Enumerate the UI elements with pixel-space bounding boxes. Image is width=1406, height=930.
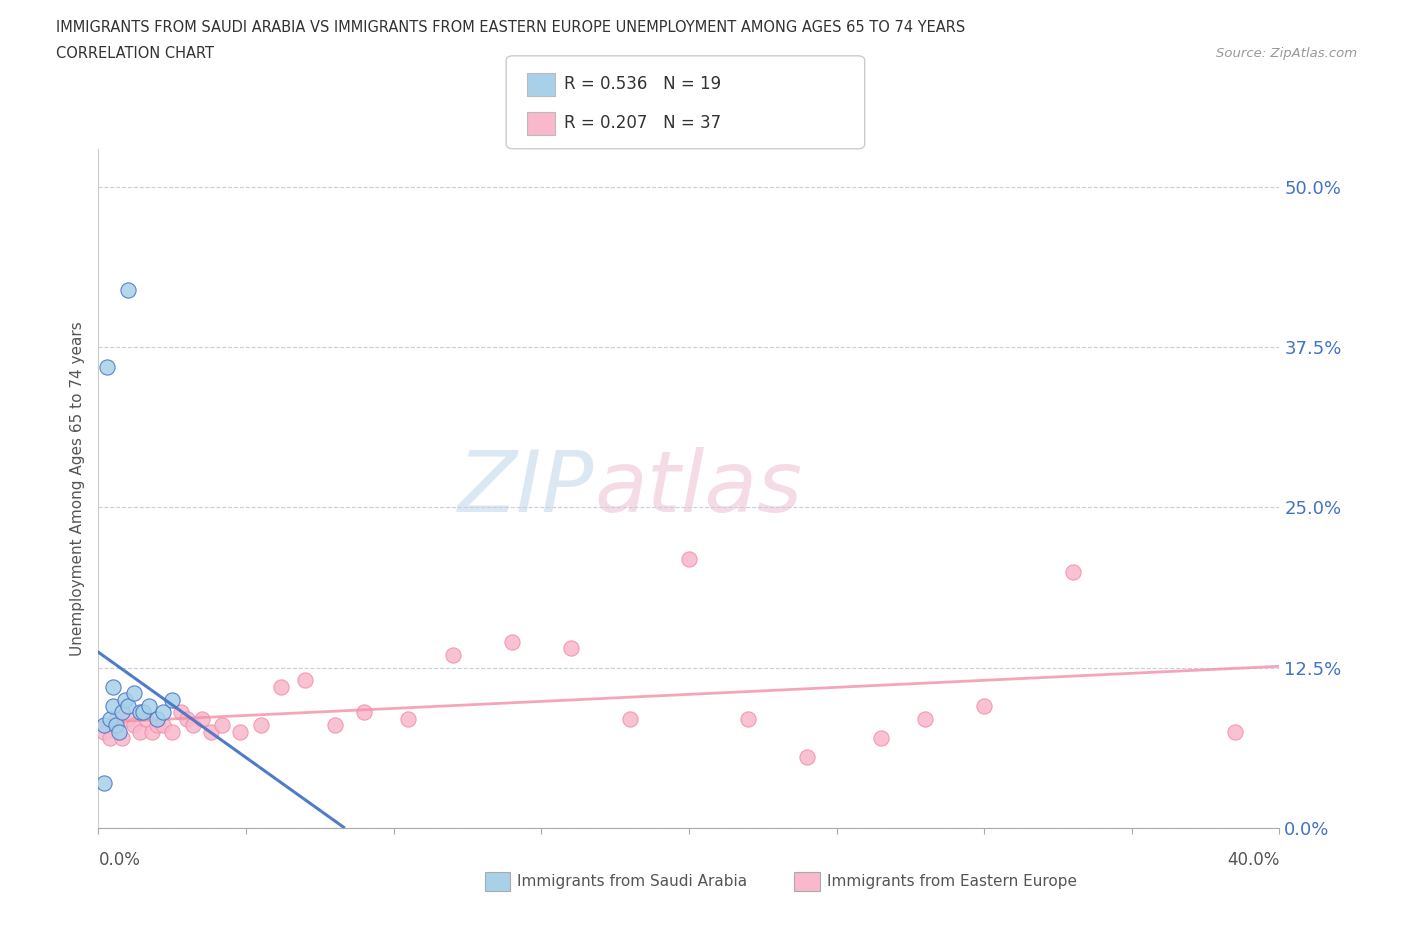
Point [98,731,121,746]
Point [211,718,233,733]
Text: IMMIGRANTS FROM SAUDI ARABIA VS IMMIGRANTS FROM EASTERN EUROPE UNEMPLOYMENT AMON: IMMIGRANTS FROM SAUDI ARABIA VS IMMIGRAN… [56,20,966,35]
Point [117,698,139,713]
Point [229,724,252,739]
Point [796,750,818,764]
Point [98,711,121,726]
Point [501,634,523,649]
Text: R = 0.536   N = 19: R = 0.536 N = 19 [564,75,721,93]
Point [323,718,346,733]
Text: Immigrants from Saudi Arabia: Immigrants from Saudi Arabia [517,874,748,889]
Point [108,724,131,739]
Point [441,647,464,662]
Point [152,705,174,720]
Point [111,705,134,720]
Point [114,692,136,707]
Text: Source: ZipAtlas.com: Source: ZipAtlas.com [1216,46,1357,60]
Point [170,705,193,720]
Text: 0.0%: 0.0% [98,851,141,869]
Point [191,711,214,726]
Point [162,692,183,707]
Point [678,551,700,566]
Point [294,673,316,688]
Point [560,641,582,656]
Point [1062,565,1084,579]
Text: Immigrants from Eastern Europe: Immigrants from Eastern Europe [827,874,1077,889]
Point [141,724,163,739]
Point [250,718,273,733]
Point [105,711,128,726]
Point [117,283,139,298]
Point [146,711,169,726]
Point [128,705,150,720]
Text: CORRELATION CHART: CORRELATION CHART [56,46,214,61]
Text: atlas: atlas [595,446,803,530]
Point [93,776,115,790]
Point [270,679,292,694]
Text: 40.0%: 40.0% [1227,851,1279,869]
Text: R = 0.207   N = 37: R = 0.207 N = 37 [564,114,721,132]
Point [135,711,157,726]
Point [146,718,169,733]
Point [93,718,115,733]
Point [152,718,174,733]
Point [1223,724,1246,739]
Point [138,698,160,713]
Point [128,724,150,739]
Point [869,731,891,746]
Text: ZIP: ZIP [458,446,595,530]
Point [117,711,139,726]
Point [122,718,145,733]
Point [619,711,641,726]
Point [200,724,222,739]
Point [181,718,204,733]
Y-axis label: Unemployment Among Ages 65 to 74 years: Unemployment Among Ages 65 to 74 years [69,321,84,656]
Point [396,711,419,726]
Point [93,724,115,739]
Point [122,685,145,700]
Point [353,705,375,720]
Point [111,731,134,746]
Point [162,724,183,739]
Point [96,359,118,374]
Point [914,711,936,726]
Point [973,698,995,713]
Point [105,718,128,733]
Point [737,711,759,726]
Point [176,711,198,726]
Point [103,679,125,694]
Point [103,698,125,713]
Point [132,705,155,720]
